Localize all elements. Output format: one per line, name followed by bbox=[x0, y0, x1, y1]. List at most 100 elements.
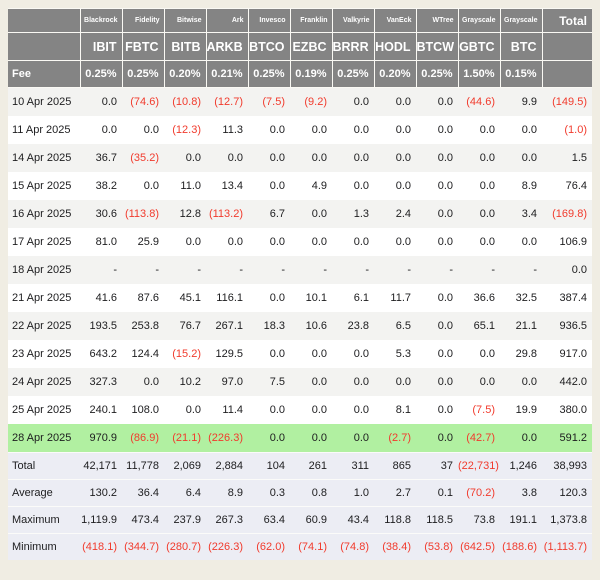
value-cell: (226.3) bbox=[208, 432, 243, 444]
corner-cell bbox=[8, 8, 81, 33]
value-cell: 0.0 bbox=[395, 376, 411, 388]
value-cell: 36.4 bbox=[137, 487, 159, 499]
value-cell: 4.9 bbox=[311, 180, 327, 192]
value-cell: - bbox=[197, 264, 201, 276]
value-cell: 6.4 bbox=[185, 487, 201, 499]
value-cell: (53.8) bbox=[424, 541, 453, 553]
value-cell: (86.9) bbox=[130, 432, 159, 444]
value-cell: 6.7 bbox=[269, 208, 285, 220]
value-cell: (2.7) bbox=[388, 432, 411, 444]
value-cell: 3.8 bbox=[521, 487, 537, 499]
value-cell: 87.6 bbox=[137, 292, 159, 304]
value-cell: 0.0 bbox=[185, 404, 201, 416]
value-cell: 0.0 bbox=[227, 152, 243, 164]
ticker-header-cell: FBTC bbox=[121, 32, 165, 61]
total-value-cell: 936.5 bbox=[559, 320, 587, 332]
table-row: 25 Apr 2025 240.1 108.0 0.0 11.4 0.0 0.0 0.0 8.1… bbox=[8, 396, 592, 424]
value-cell: - bbox=[449, 264, 453, 276]
value-cell: 0.0 bbox=[269, 236, 285, 248]
date-cell: 10 Apr 2025 bbox=[12, 96, 72, 108]
value-cell: 237.9 bbox=[173, 514, 201, 526]
fee-cell: 0.25% bbox=[415, 60, 459, 88]
date-cell: 11 Apr 2025 bbox=[12, 124, 71, 136]
value-cell: (9.2) bbox=[304, 96, 327, 108]
provider-header-cell: Ark bbox=[205, 8, 249, 33]
value-cell: (7.5) bbox=[262, 96, 285, 108]
value-cell: (226.3) bbox=[208, 541, 243, 553]
value-cell: - bbox=[533, 264, 537, 276]
value-cell: 73.8 bbox=[473, 514, 495, 526]
value-cell: 311 bbox=[351, 460, 369, 472]
total-value-cell: 1.5 bbox=[571, 152, 587, 164]
value-cell: 0.0 bbox=[269, 124, 285, 136]
value-cell: - bbox=[491, 264, 495, 276]
value-cell: (12.3) bbox=[172, 124, 201, 136]
value-cell: 0.0 bbox=[437, 432, 453, 444]
provider-header-cell: Bitwise bbox=[163, 8, 207, 33]
value-cell: 643.2 bbox=[89, 348, 117, 360]
value-cell: 0.0 bbox=[437, 376, 453, 388]
value-cell: 0.0 bbox=[521, 124, 537, 136]
value-cell: 0.0 bbox=[521, 376, 537, 388]
value-cell: 0.0 bbox=[353, 404, 369, 416]
value-cell: 0.0 bbox=[437, 320, 453, 332]
value-cell: 253.8 bbox=[131, 320, 159, 332]
value-cell: 261 bbox=[308, 460, 327, 472]
total-value-cell: 76.4 bbox=[565, 180, 587, 192]
value-cell: 240.1 bbox=[89, 404, 117, 416]
ticker-header-cell: EZBC bbox=[289, 32, 333, 61]
value-cell: 0.0 bbox=[353, 376, 369, 388]
ticker-header-cell: BRRR bbox=[331, 32, 375, 61]
etf-flow-table: Blackrock Fidelity Bitwise Ark Invesco Frankl… bbox=[8, 8, 592, 560]
value-cell: - bbox=[365, 264, 369, 276]
value-cell: 970.9 bbox=[89, 432, 117, 444]
ticker-header-cell: HODL bbox=[373, 32, 417, 61]
value-cell: 0.0 bbox=[479, 180, 495, 192]
corner-cell bbox=[8, 32, 81, 61]
total-value-cell: (1.0) bbox=[564, 124, 587, 136]
value-cell: 9.9 bbox=[521, 96, 537, 108]
value-cell: (280.7) bbox=[166, 541, 201, 553]
value-cell: 0.0 bbox=[437, 152, 453, 164]
value-cell: 116.1 bbox=[216, 292, 243, 304]
ticker-header-cell: BITB bbox=[163, 32, 207, 61]
value-cell: 0.0 bbox=[311, 348, 327, 360]
value-cell: 7.5 bbox=[269, 376, 285, 388]
fee-cell: 0.19% bbox=[289, 60, 333, 88]
value-cell: (113.2) bbox=[208, 208, 243, 220]
value-cell: 865 bbox=[392, 460, 411, 472]
value-cell: (22,731) bbox=[458, 460, 499, 472]
value-cell: 0.0 bbox=[353, 152, 369, 164]
fee-cell: 0.15% bbox=[499, 60, 543, 88]
value-cell: 0.0 bbox=[311, 152, 327, 164]
value-cell: 0.0 bbox=[353, 180, 369, 192]
total-value-cell: (1,113.7) bbox=[543, 541, 587, 553]
provider-header-cell: Invesco bbox=[247, 8, 291, 33]
value-cell: 0.0 bbox=[437, 96, 453, 108]
value-cell: 0.0 bbox=[437, 208, 453, 220]
value-cell: 129.5 bbox=[215, 348, 243, 360]
total-header-cell: Total bbox=[541, 8, 592, 33]
summary-row-total: Total 42,171 11,778 2,069 2,884 104 261 311 865 3… bbox=[8, 452, 592, 480]
ticker-header-cell: ARKB bbox=[205, 32, 249, 61]
value-cell: 0.0 bbox=[101, 124, 117, 136]
fee-label-cell: Fee bbox=[8, 60, 81, 88]
fee-cell: 0.20% bbox=[163, 60, 207, 88]
provider-header-row: Blackrock Fidelity Bitwise Ark Invesco Frankl… bbox=[8, 8, 592, 33]
value-cell: 0.0 bbox=[101, 96, 117, 108]
value-cell: 43.4 bbox=[347, 514, 369, 526]
value-cell: 11.0 bbox=[180, 180, 201, 192]
table-head: Blackrock Fidelity Bitwise Ark Invesco Frankl… bbox=[8, 8, 592, 88]
value-cell: 11,778 bbox=[126, 460, 159, 472]
provider-header-cell: VanEck bbox=[373, 8, 417, 33]
value-cell: 0.0 bbox=[437, 404, 453, 416]
date-cell: 15 Apr 2025 bbox=[12, 180, 72, 192]
value-cell: 12.8 bbox=[179, 208, 201, 220]
value-cell: 65.1 bbox=[473, 320, 495, 332]
value-cell: 0.0 bbox=[311, 432, 327, 444]
value-cell: 2.7 bbox=[395, 487, 411, 499]
value-cell: 97.0 bbox=[221, 376, 243, 388]
value-cell: 18.3 bbox=[263, 320, 285, 332]
fee-cell: 0.21% bbox=[205, 60, 249, 88]
value-cell: 327.3 bbox=[89, 376, 117, 388]
